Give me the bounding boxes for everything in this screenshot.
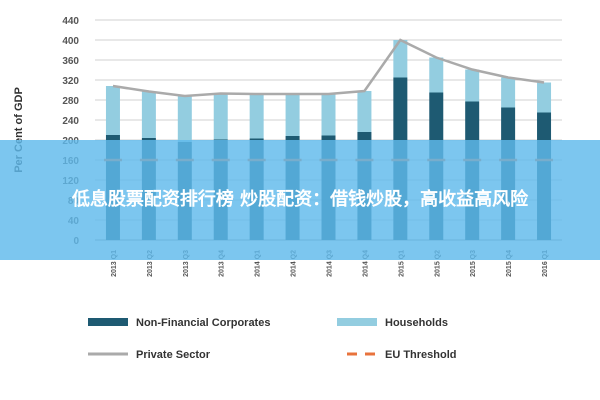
y-tick-label: 400 <box>62 36 79 47</box>
bar-segment <box>465 69 480 102</box>
y-tick-label: 360 <box>62 56 79 67</box>
x-tick-label: 2013 Q1 <box>111 250 118 277</box>
x-axis-ticks: 2013 Q1 2013 Q2 2013 Q3 2013 Q4 2014 Q1 2014 … <box>111 250 549 277</box>
bar-segment <box>429 57 444 93</box>
banner-text: 低息股票配资排行榜 炒股配资：借钱炒股，高收益高风险 <box>71 189 529 210</box>
bar-segment <box>393 40 408 78</box>
legend: Non-Financial Corporates Households Privat… <box>88 317 457 361</box>
bar-segment <box>177 96 192 142</box>
x-tick-label: 2015 Q4 <box>506 250 513 277</box>
x-tick-label: 2013 Q4 <box>219 250 226 277</box>
legend-label: Private Sector <box>136 349 211 361</box>
bar-segment <box>105 86 120 135</box>
bar-segment <box>357 91 372 132</box>
bar-segment <box>537 82 552 113</box>
bar-segment <box>141 91 156 138</box>
bar-segment <box>285 94 300 136</box>
bar-segment <box>501 77 516 108</box>
x-tick-label: 2015 Q1 <box>398 250 405 277</box>
x-tick-label: 2013 Q3 <box>183 250 190 277</box>
legend-label: EU Threshold <box>385 349 457 361</box>
overlay-banner: 低息股票配资排行榜 炒股配资：借钱炒股，高收益高风险 <box>0 140 600 260</box>
bar-segment <box>321 94 336 136</box>
x-tick-label: 2016 Q1 <box>542 250 549 277</box>
x-tick-label: 2014 Q3 <box>327 250 334 277</box>
y-tick-label: 320 <box>62 76 79 87</box>
x-tick-label: 2015 Q2 <box>434 250 441 277</box>
y-tick-label: 440 <box>62 16 79 27</box>
y-tick-label: 280 <box>62 96 79 107</box>
x-tick-label: 2013 Q2 <box>147 250 154 277</box>
bar-segment <box>213 93 228 140</box>
legend-swatch <box>337 318 377 326</box>
legend-label: Households <box>385 317 448 329</box>
legend-swatch <box>88 318 128 326</box>
legend-label: Non-Financial Corporates <box>136 317 270 329</box>
x-tick-label: 2014 Q1 <box>255 250 262 277</box>
y-tick-label: 240 <box>62 116 79 127</box>
x-tick-label: 2014 Q4 <box>362 250 369 277</box>
x-tick-label: 2015 Q3 <box>470 250 477 277</box>
x-tick-label: 2014 Q2 <box>291 250 298 277</box>
series-line <box>112 38 545 98</box>
bar-segment <box>249 94 264 139</box>
